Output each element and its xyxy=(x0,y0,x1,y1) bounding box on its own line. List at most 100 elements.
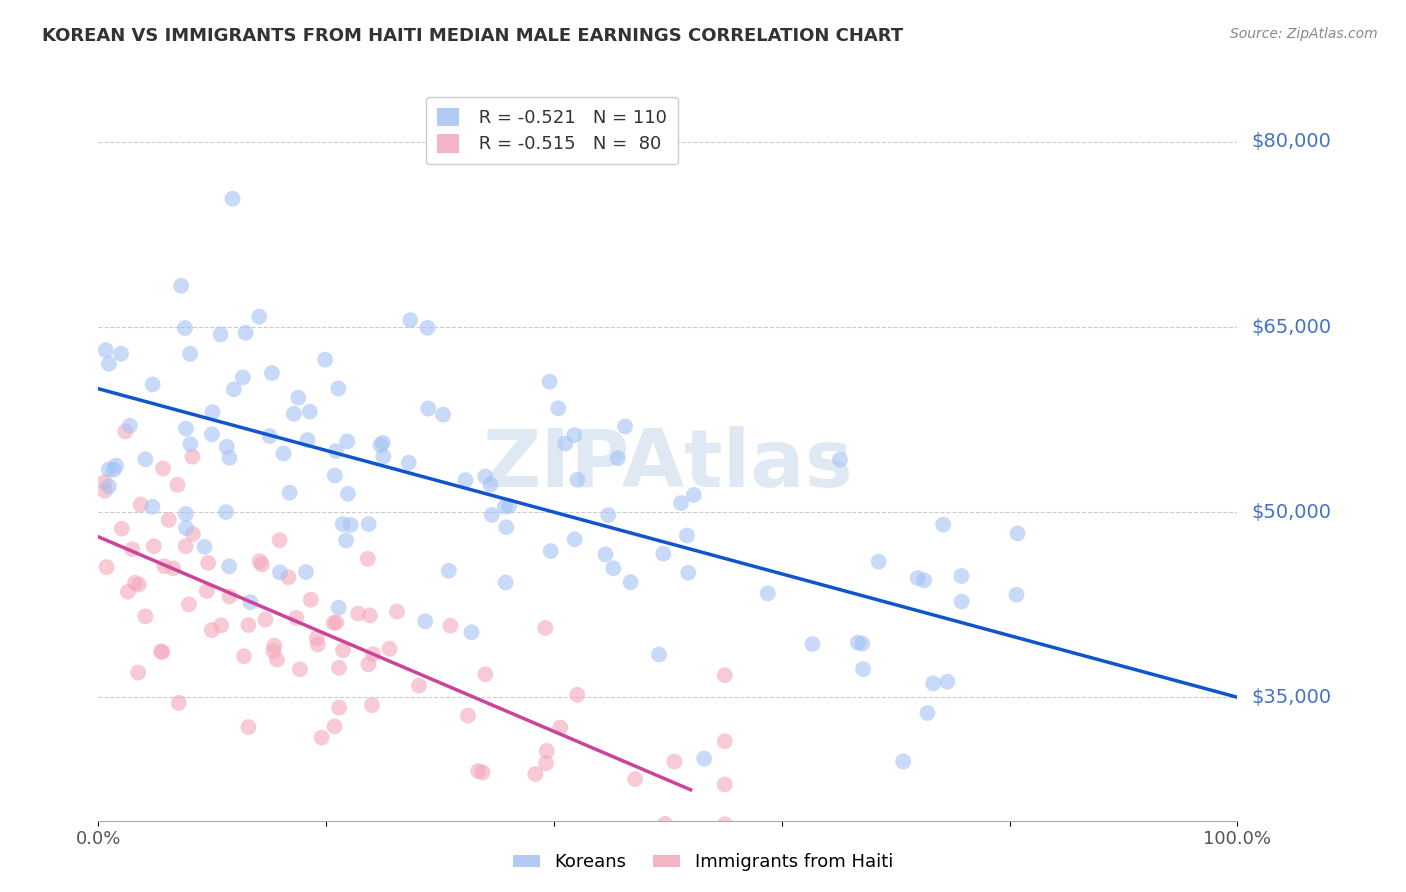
Point xyxy=(323,468,346,483)
Text: ZIPAtlas: ZIPAtlas xyxy=(482,426,853,504)
Point xyxy=(540,544,562,558)
Point xyxy=(179,437,201,451)
Point xyxy=(150,644,173,658)
Point xyxy=(950,569,973,583)
Point xyxy=(624,772,647,786)
Point xyxy=(134,609,156,624)
Point xyxy=(619,575,641,590)
Point xyxy=(322,615,344,630)
Point xyxy=(652,547,675,561)
Point xyxy=(432,408,454,422)
Point xyxy=(166,478,188,492)
Point xyxy=(714,777,737,791)
Text: $35,000: $35,000 xyxy=(1251,688,1331,706)
Point xyxy=(215,505,238,519)
Point xyxy=(209,618,232,632)
Point xyxy=(232,370,254,384)
Point xyxy=(105,458,128,473)
Point xyxy=(495,575,517,590)
Point xyxy=(562,428,585,442)
Point xyxy=(357,552,380,566)
Point xyxy=(524,767,547,781)
Point xyxy=(193,540,215,554)
Point xyxy=(239,595,262,609)
Point xyxy=(222,382,245,396)
Legend:  R = -0.521   N = 110,  R = -0.515   N =  80: R = -0.521 N = 110, R = -0.515 N = 80 xyxy=(426,96,678,164)
Text: $65,000: $65,000 xyxy=(1251,318,1331,336)
Point xyxy=(851,637,873,651)
Point xyxy=(498,499,520,513)
Point xyxy=(454,473,477,487)
Point xyxy=(339,517,361,532)
Point xyxy=(325,444,347,458)
Point xyxy=(554,436,576,450)
Point xyxy=(328,700,350,714)
Point xyxy=(370,438,392,452)
Point xyxy=(218,450,240,465)
Point xyxy=(664,755,686,769)
Point xyxy=(682,488,704,502)
Point xyxy=(285,611,308,625)
Point xyxy=(852,662,875,676)
Point xyxy=(534,621,557,635)
Point xyxy=(471,765,494,780)
Point xyxy=(114,425,136,439)
Point xyxy=(534,756,557,771)
Point xyxy=(181,527,204,541)
Text: $80,000: $80,000 xyxy=(1251,133,1331,152)
Point xyxy=(416,320,439,334)
Point xyxy=(457,708,479,723)
Point xyxy=(262,644,284,658)
Point xyxy=(828,452,851,467)
Point xyxy=(336,487,359,501)
Point xyxy=(538,375,561,389)
Point xyxy=(218,590,240,604)
Point xyxy=(97,479,120,493)
Point xyxy=(314,352,336,367)
Point xyxy=(110,347,132,361)
Point xyxy=(254,613,277,627)
Point xyxy=(305,631,328,645)
Point xyxy=(328,600,350,615)
Point xyxy=(460,625,482,640)
Point xyxy=(238,618,260,632)
Point xyxy=(209,327,232,342)
Point xyxy=(598,508,620,522)
Point xyxy=(474,469,496,483)
Point xyxy=(96,560,118,574)
Point xyxy=(678,566,700,580)
Text: Source: ZipAtlas.com: Source: ZipAtlas.com xyxy=(1230,27,1378,41)
Point xyxy=(328,382,350,396)
Point xyxy=(648,648,671,662)
Point xyxy=(614,419,637,434)
Point xyxy=(567,473,589,487)
Point xyxy=(94,483,117,498)
Point xyxy=(170,278,193,293)
Point xyxy=(378,641,401,656)
Point xyxy=(307,638,329,652)
Point xyxy=(152,461,174,475)
Point xyxy=(846,635,869,649)
Point xyxy=(94,343,117,358)
Point xyxy=(235,326,257,340)
Point xyxy=(385,605,408,619)
Point xyxy=(595,548,617,562)
Point xyxy=(399,313,422,327)
Point xyxy=(233,649,256,664)
Point xyxy=(481,508,503,522)
Point xyxy=(238,720,260,734)
Point xyxy=(218,559,240,574)
Point xyxy=(548,721,571,735)
Point xyxy=(479,477,502,491)
Point xyxy=(654,817,676,831)
Point xyxy=(162,561,184,575)
Point xyxy=(347,607,370,621)
Point xyxy=(932,517,955,532)
Text: KOREAN VS IMMIGRANTS FROM HAITI MEDIAN MALE EARNINGS CORRELATION CHART: KOREAN VS IMMIGRANTS FROM HAITI MEDIAN M… xyxy=(42,27,903,45)
Point xyxy=(536,744,558,758)
Point xyxy=(269,566,291,580)
Point xyxy=(474,667,496,681)
Point xyxy=(167,696,190,710)
Point xyxy=(263,639,285,653)
Point xyxy=(756,586,779,600)
